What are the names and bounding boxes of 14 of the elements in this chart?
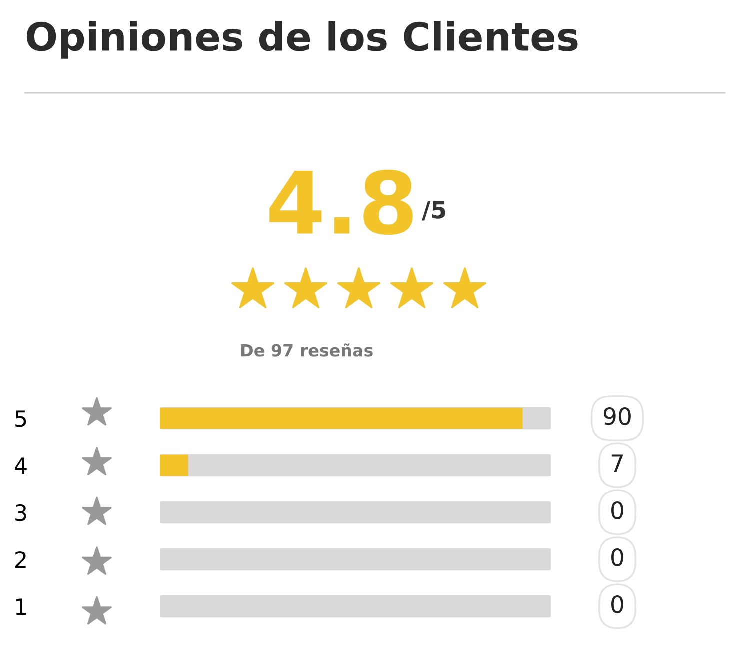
y-tick-label: 1 bbox=[16, 598, 26, 615]
y-tick-label: 4 bbox=[15, 458, 27, 474]
data-label: 0 bbox=[612, 501, 624, 520]
data-label: 7 bbox=[612, 454, 623, 472]
text: /5 bbox=[422, 201, 446, 221]
y-tick-label: 3 bbox=[16, 504, 26, 522]
chart-title: Opiniones de los Clientes bbox=[26, 21, 578, 59]
data-label: 90 bbox=[604, 407, 631, 426]
data-label: 0 bbox=[612, 548, 624, 566]
text: De 97 reseñas bbox=[242, 344, 373, 357]
data-label: 0 bbox=[612, 595, 624, 614]
y-tick-label: 2 bbox=[16, 551, 26, 568]
y-tick-label: 5 bbox=[16, 410, 26, 428]
text: 4.8 bbox=[270, 170, 413, 235]
